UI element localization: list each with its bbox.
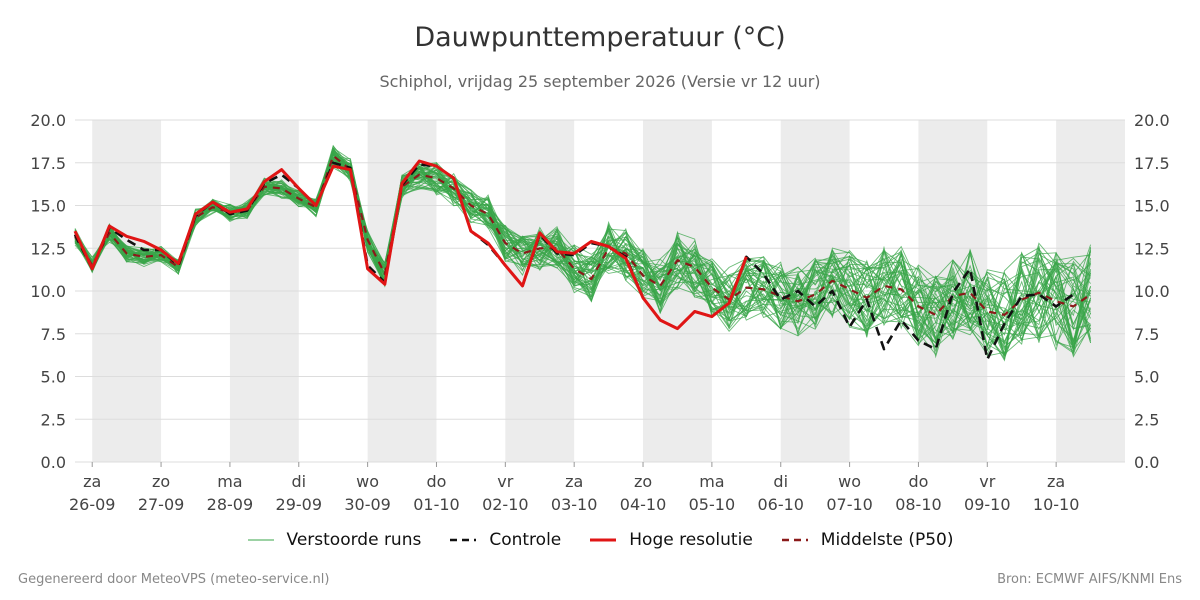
legend-item-controle: Controle bbox=[449, 530, 561, 550]
x-tick-day: vr bbox=[497, 472, 513, 491]
dew-point-chart: 0.0 0.0 2.5 2.5 5.0 5.0 7.5 7.5 10.0 10.0 12.5 12.5… bbox=[30, 111, 1169, 514]
ensemble-run-line bbox=[74, 160, 1091, 352]
legend-label: Middelste (P50) bbox=[820, 530, 954, 550]
x-tick-day: ma bbox=[217, 472, 242, 491]
legend-swatch bbox=[590, 538, 617, 542]
x-tick-date: 01-10 bbox=[413, 495, 460, 514]
footer-credit: Gegenereerd door MeteoVPS (meteo-service… bbox=[18, 572, 330, 587]
x-tick-date: 06-10 bbox=[757, 495, 804, 514]
x-tick-date: 02-10 bbox=[482, 495, 529, 514]
y-tick-label-left: 12.5 bbox=[30, 239, 66, 258]
y-tick-label-right: 5.0 bbox=[1134, 368, 1159, 387]
x-tick-date: 07-10 bbox=[826, 495, 873, 514]
y-tick-label-left: 0.0 bbox=[41, 453, 66, 472]
ensemble-run-line bbox=[74, 158, 1092, 355]
legend-swatch bbox=[247, 539, 274, 541]
y-tick-label-right: 7.5 bbox=[1134, 325, 1159, 344]
chart-subtitle: Schiphol, vrijdag 25 september 2026 (Ver… bbox=[379, 72, 821, 91]
main-series bbox=[73, 154, 1092, 361]
x-tick-date: 29-09 bbox=[276, 495, 323, 514]
legend-item-hoge_resolutie: Hoge resolutie bbox=[589, 530, 753, 550]
x-tick-date: 26-09 bbox=[69, 495, 116, 514]
legend-swatch bbox=[450, 538, 477, 542]
x-tick-date: 30-09 bbox=[344, 495, 391, 514]
legend-swatch bbox=[781, 538, 808, 542]
x-tick-day: do bbox=[426, 472, 446, 491]
x-tick-day: di bbox=[291, 472, 306, 491]
ensemble-run-line bbox=[74, 157, 1091, 356]
y-tick-label-right: 2.5 bbox=[1134, 410, 1159, 429]
y-tick-label-right: 20.0 bbox=[1134, 111, 1170, 130]
legend-label: Verstoorde runs bbox=[286, 530, 422, 550]
y-tick-label-right: 12.5 bbox=[1134, 239, 1170, 258]
ensemble-run-line bbox=[74, 161, 1091, 352]
y-tick-label-right: 10.0 bbox=[1134, 282, 1170, 301]
y-axis: 0.0 0.0 2.5 2.5 5.0 5.0 7.5 7.5 10.0 10.0 12.5 12.5… bbox=[30, 111, 1169, 472]
x-tick-day: za bbox=[1047, 472, 1065, 491]
y-tick-label-left: 2.5 bbox=[41, 410, 66, 429]
x-tick-day: wo bbox=[838, 472, 861, 491]
ensemble-run-line bbox=[74, 156, 1092, 334]
y-tick-label-left: 20.0 bbox=[30, 111, 66, 130]
y-tick-label-left: 5.0 bbox=[41, 368, 66, 387]
p50-line bbox=[74, 154, 1092, 316]
ensemble-run-line bbox=[74, 150, 1092, 349]
x-tick-date: 28-09 bbox=[207, 495, 254, 514]
ensemble-run-line bbox=[74, 160, 1092, 344]
legend: Verstoorde runs Controle Hoge resolutie Mid… bbox=[0, 530, 1200, 550]
x-tick-day: di bbox=[773, 472, 788, 491]
x-tick-date: 10-10 bbox=[1033, 495, 1080, 514]
y-tick-label-left: 7.5 bbox=[41, 325, 66, 344]
x-tick-day: do bbox=[908, 472, 928, 491]
y-tick-label-left: 10.0 bbox=[30, 282, 66, 301]
x-tick-day: wo bbox=[356, 472, 379, 491]
y-tick-label-right: 15.0 bbox=[1134, 197, 1170, 216]
ensemble-run-line bbox=[74, 164, 1092, 353]
legend-item-p50: Middelste (P50) bbox=[781, 530, 954, 550]
controle-line bbox=[73, 161, 1075, 361]
y-tick-label-left: 17.5 bbox=[30, 154, 66, 173]
x-tick-day: vr bbox=[979, 472, 995, 491]
legend-label: Controle bbox=[489, 530, 562, 550]
chart-title: Dauwpunttemperatuur (°C) bbox=[414, 22, 786, 53]
x-tick-day: zo bbox=[152, 472, 170, 491]
x-tick-date: 04-10 bbox=[620, 495, 667, 514]
y-tick-label-left: 15.0 bbox=[30, 197, 66, 216]
x-tick-date: 27-09 bbox=[138, 495, 185, 514]
footer-source: Bron: ECMWF AIFS/KNMI Ens bbox=[997, 572, 1182, 587]
hoge-resolutie-line bbox=[73, 159, 748, 331]
x-tick-day: za bbox=[83, 472, 101, 491]
x-tick-date: 08-10 bbox=[895, 495, 942, 514]
y-tick-label-right: 0.0 bbox=[1134, 453, 1159, 472]
x-tick-date: 09-10 bbox=[964, 495, 1011, 514]
x-tick-date: 03-10 bbox=[551, 495, 598, 514]
y-tick-label-right: 17.5 bbox=[1134, 154, 1170, 173]
x-tick-day: ma bbox=[699, 472, 724, 491]
x-tick-day: zo bbox=[634, 472, 652, 491]
legend-label: Hoge resolutie bbox=[629, 530, 753, 550]
legend-item-ensemble: Verstoorde runs bbox=[247, 530, 422, 550]
x-axis: za 26-09 zo 27-09 ma 28-09 di 29-09 wo 30-09 do 01-… bbox=[69, 462, 1079, 514]
x-tick-date: 05-10 bbox=[689, 495, 736, 514]
x-tick-day: za bbox=[565, 472, 583, 491]
